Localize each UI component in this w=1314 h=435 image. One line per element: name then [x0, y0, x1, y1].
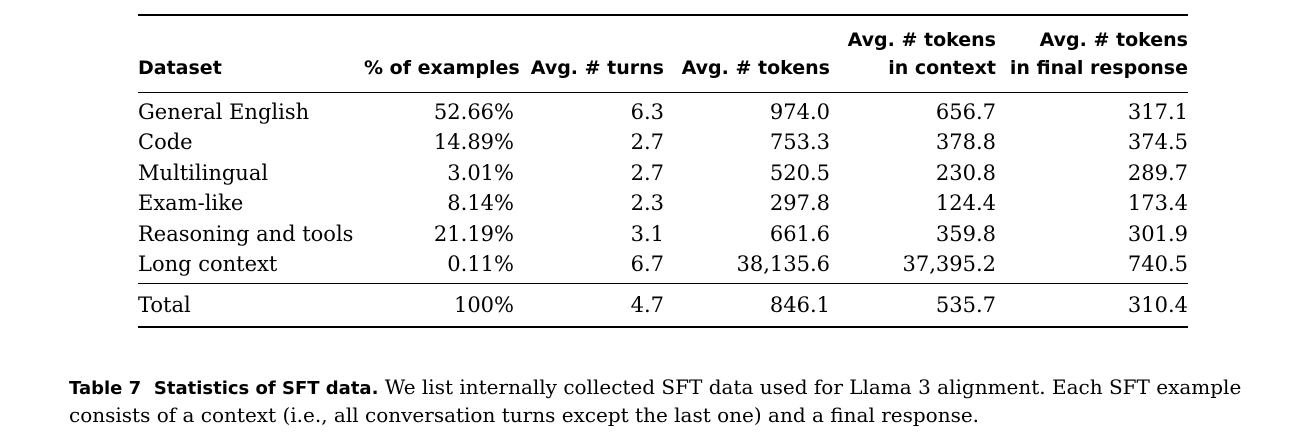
avg-tokens-final-cell: 173.4	[1127, 191, 1188, 216]
caption-text: We list internally collected SFT data us…	[69, 375, 1242, 427]
dataset-cell: Exam-like	[138, 191, 244, 216]
avg-tokens-context-cell: 378.8	[935, 130, 996, 155]
avg-tokens-final-cell: 289.7	[1127, 160, 1188, 185]
dataset-cell: General English	[138, 100, 310, 124]
avg-tokens-cell: 753.3	[769, 130, 830, 155]
table-row: Exam-like 8.14% 2.3 297.8 124.4 173.4	[138, 188, 1188, 218]
col-header-avg-tokens-context: Avg. # tokens in context	[847, 29, 996, 79]
total-label-cell: Total	[138, 293, 191, 318]
pct-examples-cell: 8.14%	[447, 191, 514, 216]
avg-tokens-context-cell: 230.8	[935, 160, 996, 185]
avg-turns-cell: 3.1	[630, 221, 664, 246]
header-row: Dataset % of examples Avg. # turns Avg. …	[138, 15, 1188, 93]
avg-tokens-context-cell: 37,395.2	[902, 252, 996, 277]
pct-examples-cell: 14.89%	[433, 130, 514, 155]
sft-statistics-table-wrapper: Dataset % of examples Avg. # turns Avg. …	[138, 14, 1188, 328]
caption-title: Statistics of SFT data.	[153, 378, 379, 399]
table-row: General English 52.66% 6.3 974.0 656.7 3…	[138, 92, 1188, 128]
pct-examples-cell: 0.11%	[447, 252, 514, 277]
dataset-cell: Reasoning and tools	[138, 221, 354, 246]
avg-tokens-cell: 297.8	[769, 191, 830, 216]
table-row: Code 14.89% 2.7 753.3 378.8 374.5	[138, 127, 1188, 157]
avg-turns-cell: 2.7	[630, 130, 664, 155]
col-header-avg-tokens: Avg. # tokens	[681, 57, 830, 79]
avg-tokens-final-cell: 740.5	[1127, 252, 1188, 277]
total-avg-tokens-final-cell: 310.4	[1127, 293, 1188, 318]
total-row: Total 100% 4.7 846.1 535.7 310.4	[138, 283, 1188, 328]
dataset-cell: Code	[138, 130, 193, 155]
avg-tokens-context-cell: 124.4	[935, 191, 996, 216]
avg-tokens-context-cell: 359.8	[935, 221, 996, 246]
avg-tokens-cell: 974.0	[769, 100, 830, 124]
table-caption: Table 7 Statistics of SFT data. We list …	[69, 374, 1269, 429]
avg-tokens-final-cell: 374.5	[1127, 130, 1188, 155]
avg-tokens-context-cell: 656.7	[935, 100, 996, 124]
avg-tokens-final-cell: 317.1	[1127, 100, 1188, 124]
avg-tokens-cell: 520.5	[769, 160, 830, 185]
total-avg-tokens-cell: 846.1	[769, 293, 830, 318]
table-row: Reasoning and tools 21.19% 3.1 661.6 359…	[138, 219, 1188, 249]
pct-examples-cell: 3.01%	[447, 160, 514, 185]
col-header-dataset: Dataset	[138, 57, 222, 79]
dataset-cell: Long context	[138, 252, 278, 277]
avg-turns-cell: 6.3	[630, 100, 664, 124]
col-header-avg-tokens-final-response: Avg. # tokens in final response	[1009, 29, 1188, 79]
total-pct-examples-cell: 100%	[453, 293, 514, 318]
table-row: Multilingual 3.01% 2.7 520.5 230.8 289.7	[138, 158, 1188, 188]
pct-examples-cell: 52.66%	[433, 100, 514, 124]
avg-tokens-final-cell: 301.9	[1127, 221, 1188, 246]
avg-turns-cell: 2.7	[630, 160, 664, 185]
col-header-pct-examples: % of examples	[364, 57, 520, 79]
avg-turns-cell: 2.3	[630, 191, 664, 216]
col-header-avg-turns: Avg. # turns	[530, 57, 664, 79]
table-row: Long context 0.11% 6.7 38,135.6 37,395.2…	[138, 249, 1188, 284]
pct-examples-cell: 21.19%	[433, 221, 514, 246]
avg-turns-cell: 6.7	[630, 252, 664, 277]
total-avg-tokens-context-cell: 535.7	[935, 293, 996, 318]
total-avg-turns-cell: 4.7	[630, 293, 664, 318]
dataset-cell: Multilingual	[138, 160, 269, 185]
avg-tokens-cell: 661.6	[769, 221, 830, 246]
avg-tokens-cell: 38,135.6	[736, 252, 830, 277]
sft-statistics-table: Dataset % of examples Avg. # turns Avg. …	[138, 14, 1188, 328]
caption-label: Table 7	[69, 378, 142, 399]
